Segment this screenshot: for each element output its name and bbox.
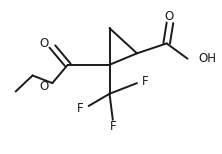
Text: O: O [39,37,48,50]
Text: F: F [142,75,149,88]
Text: OH: OH [198,52,216,65]
Text: F: F [109,120,116,133]
Text: F: F [77,102,83,115]
Text: O: O [40,80,49,93]
Text: O: O [164,10,173,23]
